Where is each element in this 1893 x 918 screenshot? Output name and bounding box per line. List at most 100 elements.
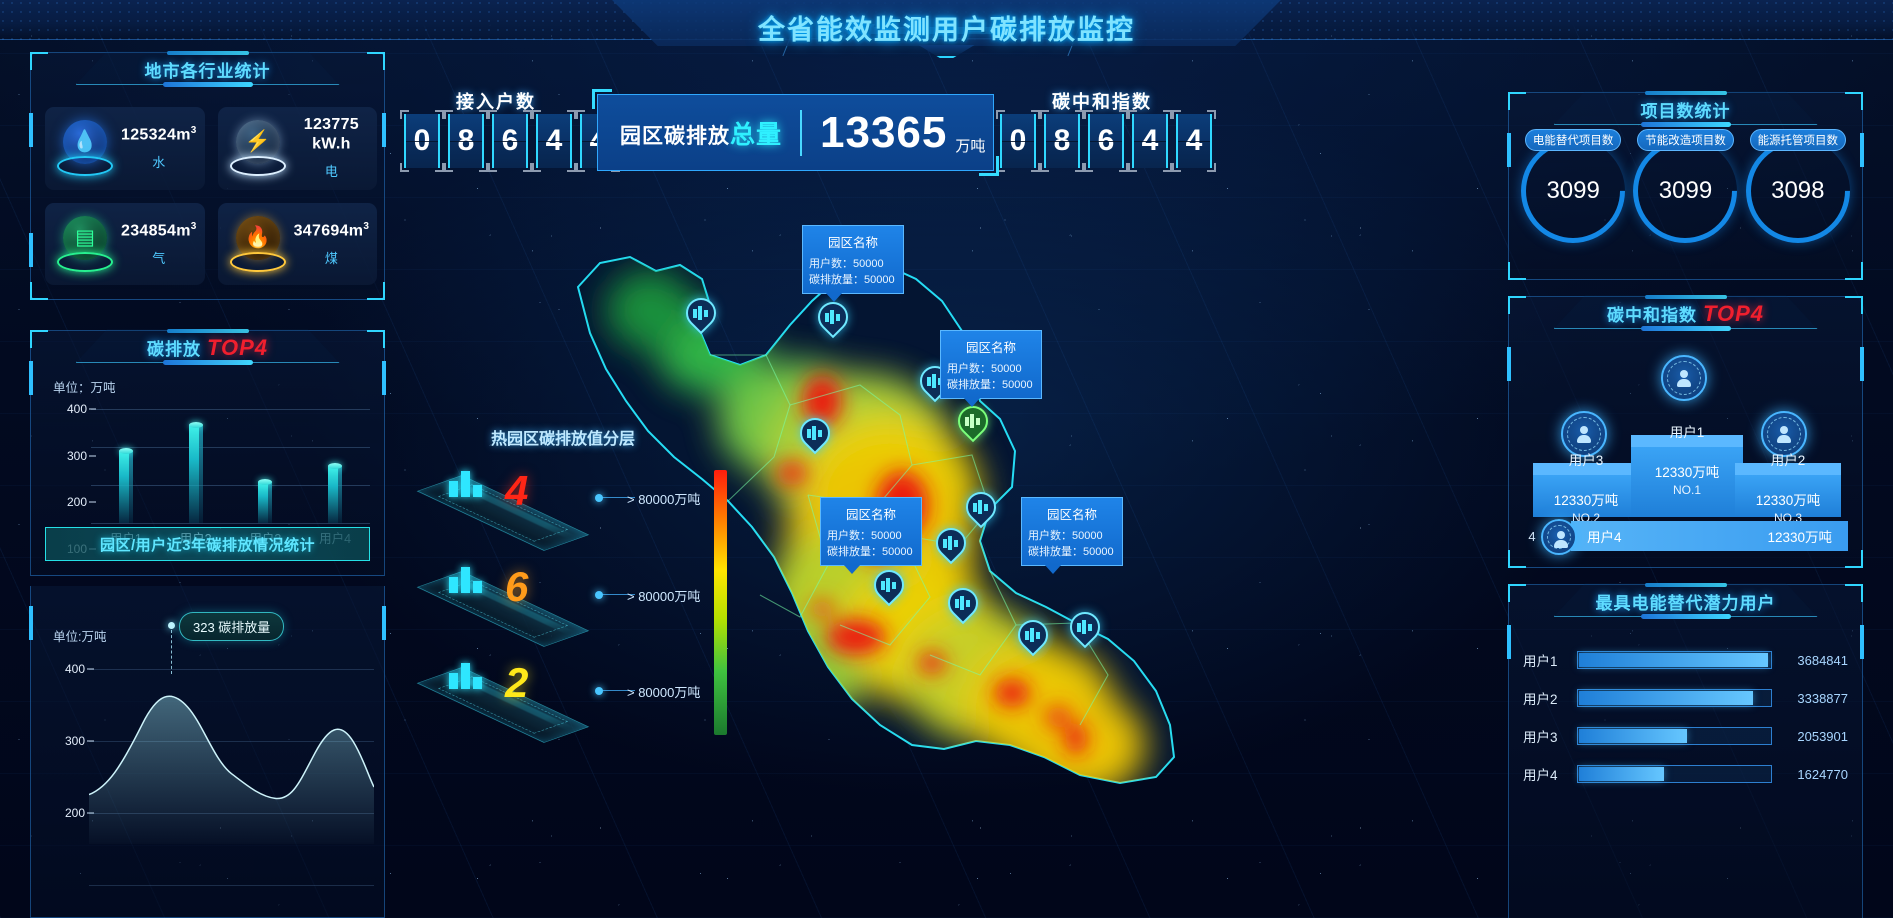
edge-decoration [1860,133,1864,167]
map-pin-park[interactable] [929,521,973,568]
corner-decoration [1845,550,1863,568]
edge-decoration [29,233,33,267]
avatar-rank3[interactable] [1761,411,1807,457]
divider [800,109,803,156]
corner-decoration [1845,92,1863,110]
project-donut-group: 电能替代项目数 3099 节能改造项目数 3099 能源托管项目数 3098 [1499,117,1872,265]
section-button-3year-stats[interactable]: 园区/用户近3年碳排放情况统计 [45,527,370,561]
map-pin-park[interactable] [867,563,911,610]
map-pin-park[interactable] [951,399,995,446]
list-item[interactable]: 用户2 3338877 [1523,679,1848,717]
bar-column[interactable] [231,409,301,523]
panel-title-potential: 最具电能替代潜力用户 [1595,594,1776,613]
tooltip-users: 用户数：50000 [827,530,902,542]
map-pin-park[interactable] [679,291,723,338]
edge-decoration [1860,625,1864,659]
layer-item[interactable]: 4 [413,467,593,551]
tooltip-emission: 碳排放量：50000 [827,546,913,558]
tooltip-title: 园区名称 [845,508,896,522]
corner-decoration [1508,92,1526,110]
flame-icon: 🔥 [228,214,288,274]
y-tick-label: 200 [64,806,85,821]
row-progress-track [1577,689,1772,707]
heat-scale-legend [714,470,727,735]
panel-3year-trend: 单位:万吨 323 碳排放量 400 300 200 [29,586,386,918]
layer-threshold: > 80000万吨 [627,685,701,700]
map-pin-park[interactable] [1011,613,1055,660]
total-card-label: 园区碳排放总量 [620,120,783,149]
bar-column[interactable] [161,409,231,523]
potential-user-list: 用户1 3684841 用户2 3338877 用户3 2053901 用户4 … [1523,641,1848,793]
avatar-rank1[interactable] [1661,355,1707,401]
row-progress-track [1577,765,1772,783]
avatar-rank2[interactable] [1561,411,1607,457]
donut-energy-retrofit[interactable]: 节能改造项目数 3099 [1611,117,1760,265]
map-pin-park[interactable] [941,581,985,628]
lightning-bolt-icon: ⚡ [228,118,288,178]
map-pin-park[interactable] [913,359,957,406]
map-pin-park[interactable] [959,485,1003,532]
industry-tile-coal[interactable]: 🔥 347694m3 煤 [217,202,378,285]
layer-connector [595,686,635,695]
edge-decoration [1507,347,1511,381]
y-tick-label: 400 [66,402,87,416]
map-pin-park[interactable] [811,295,855,342]
list-item[interactable]: 用户3 2053901 [1523,717,1848,755]
map-pin-park[interactable] [1063,605,1107,652]
donut-value: 3098 [1771,177,1825,204]
donut-electric-substitution[interactable]: 电能替代项目数 3099 [1499,117,1647,265]
corner-decoration [367,52,385,70]
bar-column[interactable] [300,409,370,523]
industry-tile-electricity[interactable]: ⚡ 123775 kW.h 电 [217,107,378,190]
donut-value: 3099 [1658,177,1713,204]
layer-connector [595,590,635,599]
industry-tile-gas[interactable]: ▤ 234854m3 气 [45,202,205,285]
heat-park-layer-legend: 热园区碳排放值分层 4 > 80000万吨 6 > 80000万吨 2 > 80… [405,425,715,745]
tooltip-carbon-emission: 323 碳排放量 [179,612,285,641]
map-tooltip-park[interactable]: 园区名称 用户数：50000 碳排放量：50000 [1021,497,1123,574]
podium-value: 12330万吨 [1553,493,1619,508]
tooltip-stem [171,630,172,674]
counter-digit: 4 [1128,110,1172,172]
donut-energy-hosting[interactable]: 能源托管项目数 3098 [1724,117,1872,265]
map-tooltip-park[interactable]: 园区名称 用户数：50000 碳排放量：50000 [940,330,1042,407]
podium-step-rank3[interactable]: 用户2 12330万吨 NO.3 [1735,453,1841,525]
donut-caption: 节能改造项目数 [1625,129,1745,151]
y-tick-label: 300 [66,448,87,463]
avatar-rank4[interactable] [1541,519,1577,555]
podium-step-rank2[interactable]: 用户3 12330万吨 NO.2 [1533,453,1639,525]
tooltip-users: 用户数：50000 [1028,530,1103,542]
list-item[interactable]: 用户1 3684841 [1523,641,1848,679]
rank-row-4[interactable]: 4 用户4 12330万吨 [1523,519,1848,555]
panel-title-cn-top4: 碳中和指数 TOP4 [1606,301,1765,326]
bar-chart-gridlines [91,409,370,524]
corner-decoration [1845,296,1863,314]
layer-connector [595,493,635,502]
y-tick-label: 300 [64,734,85,749]
layer-threshold: > 80000万吨 [627,492,701,507]
corner-decoration [1845,262,1863,280]
layer-item[interactable]: 6 [413,563,593,647]
bar-column[interactable] [91,409,161,523]
podium-value: 12330万吨 [1755,493,1821,508]
tooltip-emission: 碳排放量：50000 [1028,546,1114,558]
bar-chart-series [91,409,370,523]
counter-digit: 4 [1172,110,1216,172]
rank-value: 12330万吨 [1767,530,1832,545]
layer-item[interactable]: 2 [413,659,593,743]
edge-decoration [1507,625,1511,659]
map-pin-park[interactable] [793,411,837,458]
map-tooltip-park[interactable]: 园区名称 用户数：50000 碳排放量：50000 [802,225,904,302]
podium-step-rank1[interactable]: 用户1 12330万吨 NO.1 [1631,425,1743,517]
list-item[interactable]: 用户4 1624770 [1523,755,1848,793]
rank-bar: 用户4 12330万吨 [1571,521,1848,551]
counter-connected-users: 0 8 6 4 4 [400,110,620,172]
row-value: 1624770 [1797,766,1848,782]
corner-decoration [979,156,999,176]
layer-count: 4 [505,467,529,514]
industry-tile-water[interactable]: 💧 125324m3 水 [45,107,205,190]
map-tooltip-park[interactable]: 园区名称 用户数：50000 碳排放量：50000 [820,497,922,574]
podium-name: 用户2 [1770,453,1806,468]
tile-value: 123775 kW.h [303,116,359,153]
